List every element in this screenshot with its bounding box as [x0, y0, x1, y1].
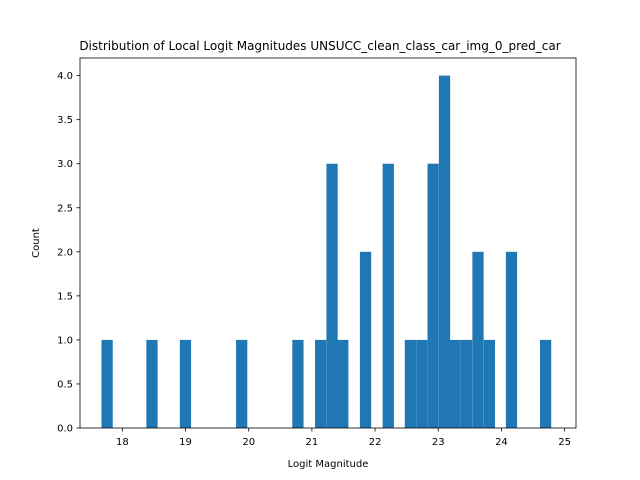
histogram-bar [472, 251, 484, 428]
histogram-bar [101, 339, 113, 428]
histogram-bar [416, 339, 428, 428]
x-tick-label: 19 [179, 437, 192, 448]
x-tick-label: 25 [558, 437, 571, 448]
y-tick-label: 0.0 [57, 424, 73, 435]
y-tick-label: 4.0 [57, 71, 73, 82]
bars-group [101, 75, 552, 428]
histogram-bar [438, 75, 451, 428]
histogram-bar [461, 339, 473, 428]
histogram-bar [179, 339, 192, 428]
x-axis-ticks: 18 19 20 21 22 23 24 25 [116, 428, 571, 448]
histogram-bar [427, 163, 439, 428]
histogram-bar [539, 339, 552, 428]
y-tick-label: 2.5 [57, 203, 73, 214]
y-tick-label: 1.0 [57, 335, 73, 346]
histogram-bar [382, 163, 394, 428]
histogram-bar [326, 163, 338, 428]
y-tick-label: 3.5 [57, 115, 73, 126]
y-axis-label: Count [31, 228, 42, 258]
y-axis-ticks: 0.0 0.5 1.0 1.5 2.0 2.5 3.0 3.5 4.0 [57, 71, 80, 435]
x-tick-label: 18 [116, 437, 129, 448]
histogram-bar [505, 251, 518, 428]
histogram-bar [359, 251, 372, 428]
y-tick-label: 2.0 [57, 247, 73, 258]
histogram-bar [449, 339, 461, 428]
x-tick-label: 23 [432, 437, 445, 448]
x-tick-label: 24 [495, 437, 508, 448]
y-tick-label: 0.5 [57, 379, 73, 390]
histogram-bar [483, 339, 495, 428]
y-tick-label: 3.0 [57, 159, 73, 170]
x-tick-label: 22 [369, 437, 382, 448]
plot-frame [79, 57, 577, 429]
chart-title: Distribution of Local Logit Magnitudes U… [79, 39, 560, 53]
y-tick-label: 1.5 [57, 291, 73, 302]
histogram-bar [292, 339, 304, 428]
histogram-bar [404, 339, 417, 428]
x-axis-label: Logit Magnitude [288, 459, 369, 470]
histogram-bar [146, 339, 158, 428]
histogram-bar [236, 339, 248, 428]
x-tick-label: 21 [306, 437, 319, 448]
histogram-bar [315, 339, 327, 428]
histogram-bar [337, 339, 349, 428]
x-tick-label: 20 [242, 437, 255, 448]
